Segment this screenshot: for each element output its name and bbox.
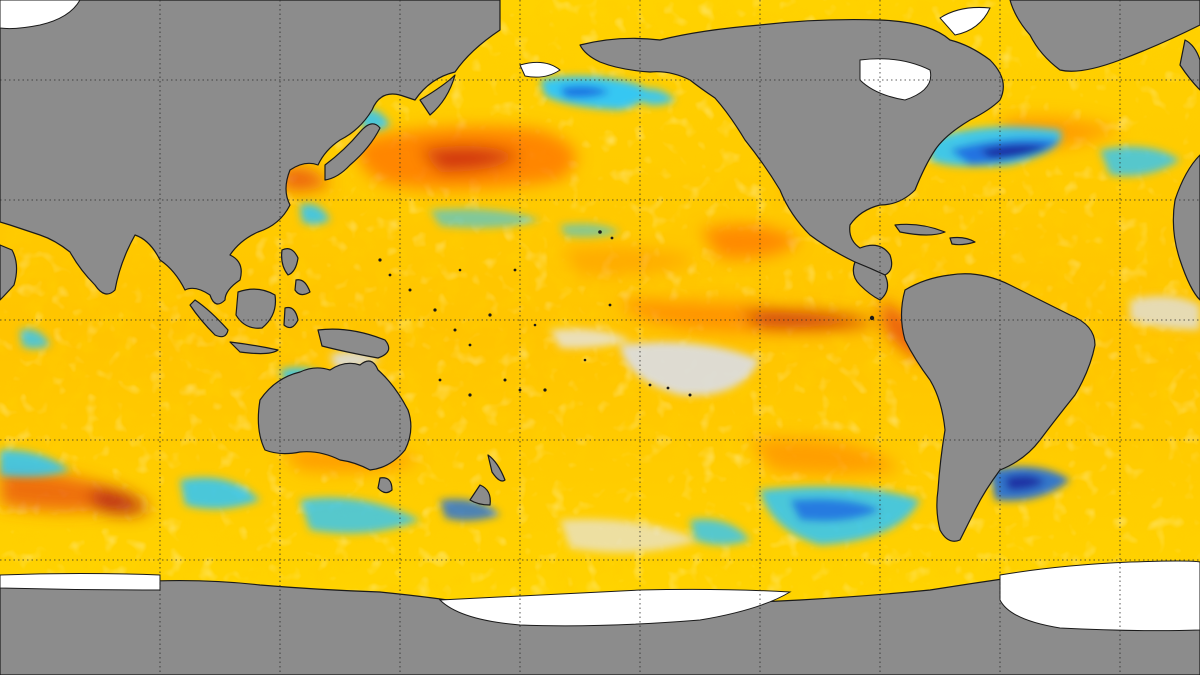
canadian-arctic-ice: [859, 58, 932, 101]
tasmania-island: [377, 477, 393, 494]
pacific-islands-layer: [378, 230, 875, 397]
greenland-landmass: [1009, 0, 1200, 72]
antarctic-ice-weddell: [999, 560, 1200, 632]
borneo-island: [235, 288, 277, 329]
kamchatka-peninsula: [419, 74, 456, 116]
pale-neutral-patches: [330, 296, 1200, 553]
new-guinea-island: [317, 328, 390, 359]
sumatra-island: [189, 299, 229, 338]
antarctic-ice-ross: [438, 588, 792, 627]
asia-landmass: [0, 0, 501, 305]
antarctic-ice-west: [0, 573, 161, 591]
hudson-ice: [939, 7, 991, 36]
new-zealand-islands: [487, 454, 506, 482]
africa-edge-landmass: [0, 244, 18, 301]
japan-island: [324, 123, 381, 181]
arctic-ice-left: [0, 0, 81, 30]
central-america-isthmus: [852, 261, 889, 301]
africa-right-edge: [1172, 154, 1200, 301]
south-america-landmass: [900, 273, 1096, 542]
sea-ice-layer: [0, 0, 1200, 632]
philippines-islands: [281, 248, 299, 276]
cool-anomaly-patches: [0, 76, 1180, 545]
cuba-island: [894, 223, 946, 236]
bering-ice: [519, 61, 561, 78]
australia-landmass: [257, 360, 412, 471]
